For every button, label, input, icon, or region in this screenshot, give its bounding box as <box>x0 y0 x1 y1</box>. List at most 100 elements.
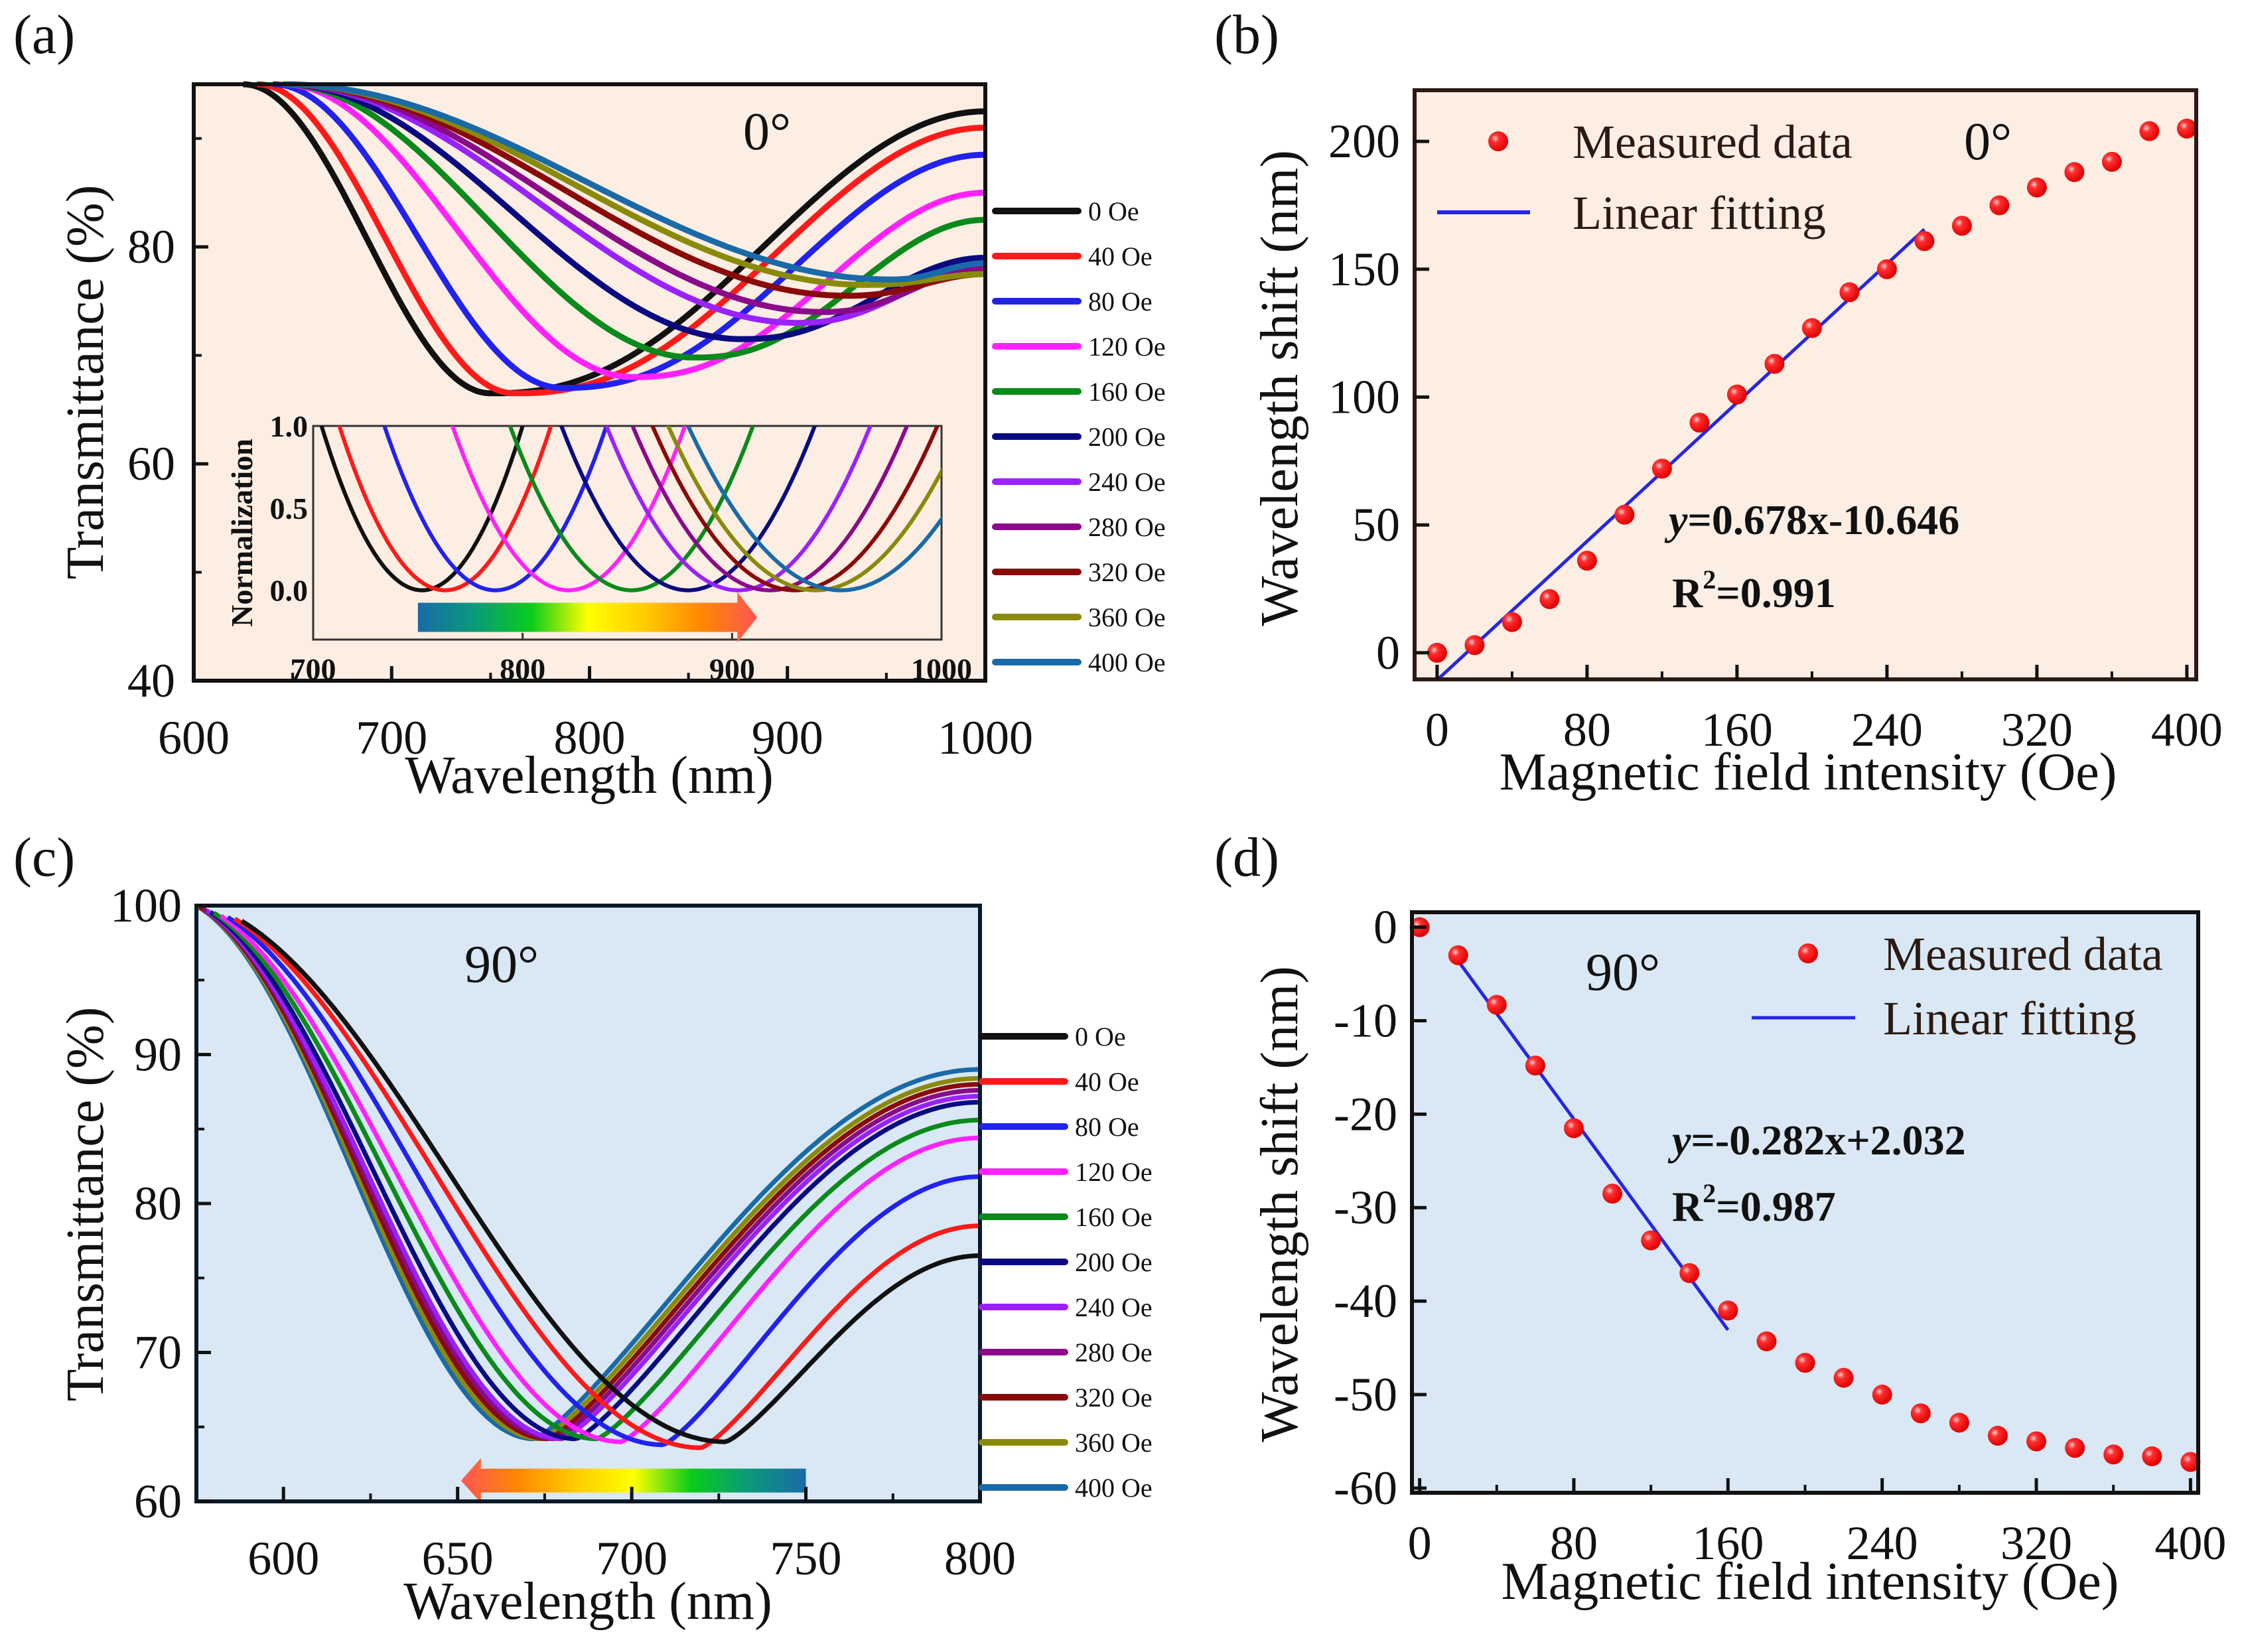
data-point <box>2142 1446 2162 1467</box>
axis-ticks: 600 650 700 750 800 60 70 80 90 100 <box>110 879 1016 1585</box>
panel-c-transmittance-90deg: 600 650 700 750 800 60 70 80 90 100 90° Wavelengt… <box>56 879 1153 1631</box>
y-tick-label: -40 <box>1334 1274 1397 1328</box>
inset-series-line <box>650 426 940 592</box>
data-point <box>1464 635 1485 655</box>
inset-series-line <box>666 426 942 592</box>
x-tick-label: 650 <box>422 1532 494 1585</box>
angle-annotation: 0° <box>743 103 791 161</box>
x-tick-label: 600 <box>247 1532 319 1585</box>
data-point <box>1839 282 1860 303</box>
series-line <box>205 908 980 1442</box>
legend-label: 40 Oe <box>1088 241 1153 271</box>
y-tick-label: 100 <box>1328 371 1400 424</box>
series-line <box>195 904 980 1442</box>
x-tick-label: 900 <box>752 711 823 764</box>
inset-y-tick-label: 0.5 <box>270 492 309 525</box>
legend-label: 0 Oe <box>1088 196 1139 226</box>
y-axis-title: Wavelength shift (nm) <box>1251 150 1309 626</box>
x-tick-label: 800 <box>944 1532 1016 1585</box>
x-tick-label: 80 <box>1563 703 1611 756</box>
panel-a-transmittance-0deg: 700 800 900 1000 0.0 0.5 1.0 Normalization 600 7… <box>56 81 1166 805</box>
panel-b-shift-0deg: 0 80 160 240 320 400 0 50 100 150 200 Measured dat… <box>1251 88 2223 801</box>
data-point <box>1427 642 1447 663</box>
legend-label: 200 Oe <box>1088 422 1166 452</box>
legend-label: 160 Oe <box>1075 1202 1153 1232</box>
y-tick-label: 200 <box>1328 115 1400 168</box>
y-axis-title: Wavelength shift (nm) <box>1251 966 1309 1442</box>
x-tick-label: 400 <box>2154 1517 2226 1570</box>
x-tick-label: 0 <box>1425 703 1449 756</box>
data-point <box>1602 1184 1623 1204</box>
series-line <box>240 919 981 1444</box>
fit-equation-text: =-0.282x+2.032 <box>1691 1117 1965 1164</box>
data-point <box>2139 121 2160 141</box>
series-line <box>283 81 986 315</box>
legend: 0 Oe 40 Oe 80 Oe 120 Oe 160 Oe 200 Oe 240 Oe 28… <box>979 1022 1153 1503</box>
x-tick-label: 160 <box>1701 703 1773 756</box>
y-tick-label: 150 <box>1328 243 1400 296</box>
y-tick-label: 80 <box>134 1177 182 1230</box>
inset-series-group <box>319 426 942 592</box>
fit-equation: y=-0.282x+2.032 <box>1667 1117 1966 1164</box>
series-line <box>202 907 980 1442</box>
data-point <box>1614 504 1635 525</box>
y-tick-label: -20 <box>1334 1087 1397 1140</box>
data-point <box>1486 995 1507 1015</box>
data-point <box>1951 216 1972 236</box>
legend-label: 120 Oe <box>1088 332 1166 362</box>
legend-label: 320 Oe <box>1075 1383 1153 1412</box>
y-tick-label: -60 <box>1334 1462 1397 1515</box>
x-axis-title: Magnetic field intensity (Oe) <box>1500 743 2117 801</box>
data-point <box>2064 162 2085 182</box>
y-tick-label: 60 <box>127 437 175 490</box>
data-point <box>2103 1444 2124 1465</box>
legend-label: 80 Oe <box>1075 1112 1139 1142</box>
data-point <box>1914 231 1935 251</box>
x-tick-label: 240 <box>1851 703 1923 756</box>
legend-label: 400 Oe <box>1075 1473 1153 1503</box>
series-group <box>243 81 986 397</box>
inset-y-tick-label: 0.0 <box>270 574 309 608</box>
panel-d-shift-90deg: 0 80 160 240 320 400 0 -10 -20 -30 -40 -50 -60 Measu… <box>1251 901 2226 1611</box>
series-line <box>283 81 985 380</box>
legend-marker-measured <box>1798 943 1818 963</box>
x-tick-label: 0 <box>1408 1517 1432 1570</box>
data-point <box>1764 354 1785 374</box>
inset-series-line <box>630 426 910 592</box>
angle-annotation: 90° <box>1586 943 1660 1002</box>
panel-label-b: (b) <box>1214 4 1279 66</box>
data-point <box>2026 177 2047 198</box>
x-axis-title: Magnetic field intensity (Oe) <box>1502 1552 2119 1611</box>
legend-label: 200 Oe <box>1075 1247 1153 1277</box>
data-point <box>1801 318 1822 338</box>
x-axis-title: Wavelength (nm) <box>403 1572 772 1631</box>
legend-label: 400 Oe <box>1088 648 1166 677</box>
data-point <box>1872 1385 1892 1405</box>
x-tick-label: 400 <box>2151 703 2223 756</box>
inset-series-line <box>382 426 609 592</box>
fit-line-group <box>1436 228 1926 681</box>
plot-area <box>1412 912 2198 1493</box>
inset-arrow <box>417 592 758 643</box>
fit-line <box>1436 228 1926 681</box>
panel-label-c: (c) <box>13 827 75 888</box>
series-line <box>257 81 986 397</box>
x-tick-label: 700 <box>356 711 427 764</box>
y-tick-label: -30 <box>1334 1181 1397 1234</box>
x-tick-label: 320 <box>2000 1517 2072 1570</box>
data-point <box>1641 1230 1661 1251</box>
inset-series-line <box>450 426 687 592</box>
x-tick-label: 1000 <box>938 711 1033 764</box>
data-point <box>1651 458 1672 479</box>
data-point <box>1563 1118 1584 1138</box>
data-point <box>2101 151 2122 172</box>
y-tick-label: -10 <box>1334 994 1397 1047</box>
axis-ticks: 600 700 800 900 1000 40 60 80 <box>127 137 1033 764</box>
inset-series-line <box>319 426 525 592</box>
legend-label: 360 Oe <box>1075 1428 1153 1458</box>
data-point <box>1833 1367 1854 1388</box>
x-tick-label: 320 <box>2001 703 2073 756</box>
legend-marker-measured <box>1488 131 1508 151</box>
